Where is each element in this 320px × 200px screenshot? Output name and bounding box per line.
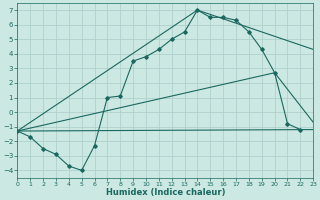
X-axis label: Humidex (Indice chaleur): Humidex (Indice chaleur) <box>106 188 225 197</box>
